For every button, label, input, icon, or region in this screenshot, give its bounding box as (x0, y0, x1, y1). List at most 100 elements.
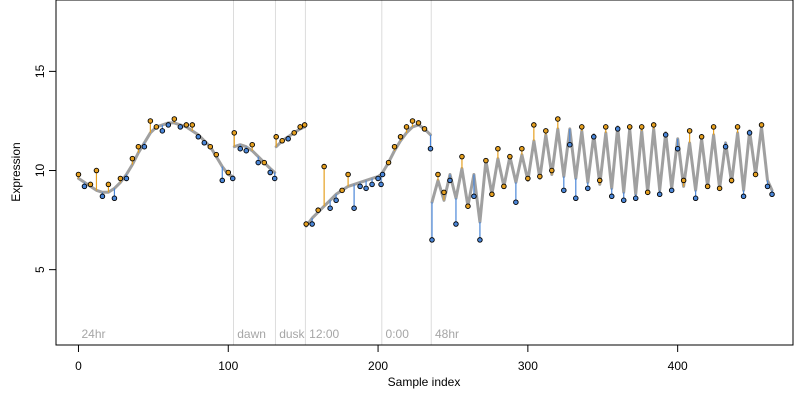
data-point (561, 187, 567, 194)
data-point (734, 124, 741, 130)
data-point (674, 145, 681, 152)
data-point (303, 221, 309, 227)
data-point (591, 134, 597, 140)
data-point (531, 122, 537, 128)
data-point (758, 122, 765, 128)
data-point (409, 118, 416, 124)
data-point (207, 143, 214, 150)
data-point (327, 205, 333, 211)
data-point (135, 143, 142, 150)
data-point (489, 191, 495, 198)
data-point (111, 195, 118, 202)
section-label: dawn (237, 327, 266, 341)
data-point (195, 134, 202, 140)
data-point (279, 138, 285, 144)
data-point (183, 122, 190, 128)
data-point (769, 191, 775, 198)
data-point (525, 175, 531, 182)
data-point (339, 187, 345, 194)
data-point (620, 197, 627, 204)
section-labels: 24hr dawn dusk 12:00 0:00 48hr (81, 327, 459, 341)
data-point (543, 128, 549, 134)
data-point (471, 193, 477, 200)
x-axis-label: Sample index (388, 375, 461, 389)
data-point (345, 171, 351, 178)
x-tick-label: 100 (218, 359, 238, 373)
data-point (177, 124, 184, 130)
data-point (698, 134, 705, 140)
y-axis-label: Expression (9, 142, 23, 201)
data-point (81, 183, 88, 190)
data-point (567, 141, 573, 148)
data-point (369, 181, 375, 188)
data-point (704, 183, 711, 190)
data-point (608, 193, 615, 200)
data-point (668, 187, 675, 194)
data-point (638, 124, 645, 130)
data-point (415, 120, 422, 126)
data-point (159, 128, 166, 134)
data-point (429, 237, 435, 243)
data-point (225, 169, 232, 176)
data-point (752, 171, 759, 178)
x-tick-label: 400 (668, 359, 688, 373)
data-point (243, 147, 249, 154)
data-point (165, 122, 172, 128)
data-point (385, 159, 392, 166)
data-point (378, 181, 384, 188)
data-point (363, 185, 369, 192)
data-point (333, 197, 339, 204)
x-tick-label: 300 (518, 359, 538, 373)
data-point (271, 175, 278, 182)
data-point (421, 126, 428, 132)
data-point (507, 153, 513, 160)
y-tick-label: 10 (33, 164, 47, 178)
data-point (301, 122, 308, 128)
section-label: 0:00 (386, 327, 410, 341)
data-point (519, 145, 525, 152)
data-point (441, 189, 447, 196)
data-point (231, 130, 238, 136)
data-point (87, 181, 94, 188)
data-point (453, 221, 459, 227)
data-point (597, 177, 603, 184)
section-label: dusk (279, 327, 305, 341)
fitted-curve-segment (430, 125, 774, 224)
data-point (447, 177, 453, 184)
data-point (99, 193, 106, 200)
data-point (189, 122, 196, 128)
data-point (255, 159, 261, 166)
data-point (141, 143, 148, 150)
y-tick-label: 15 (33, 64, 47, 78)
data-point (297, 124, 303, 130)
data-point (746, 130, 753, 136)
y-axis: 5 10 15 (33, 64, 57, 273)
data-point (626, 124, 633, 130)
data-point (427, 145, 434, 152)
data-point (285, 136, 291, 142)
data-point (273, 134, 279, 140)
data-point (153, 124, 160, 130)
data-point (230, 175, 236, 182)
data-point (379, 171, 386, 178)
data-point (483, 157, 489, 164)
x-tick-label: 0 (75, 359, 82, 373)
data-point (459, 153, 465, 160)
data-point (315, 207, 321, 213)
data-point (644, 189, 651, 196)
data-point (680, 177, 687, 184)
data-point (435, 171, 441, 178)
x-tick-label: 200 (368, 359, 388, 373)
data-point (267, 169, 273, 176)
data-point (614, 126, 621, 132)
data-point (662, 132, 669, 138)
data-point (129, 155, 136, 162)
data-point (495, 145, 501, 152)
section-label: 12:00 (309, 327, 339, 341)
data-point (249, 141, 255, 148)
data-point (147, 118, 154, 124)
data-point (351, 205, 357, 211)
data-point (309, 221, 315, 227)
